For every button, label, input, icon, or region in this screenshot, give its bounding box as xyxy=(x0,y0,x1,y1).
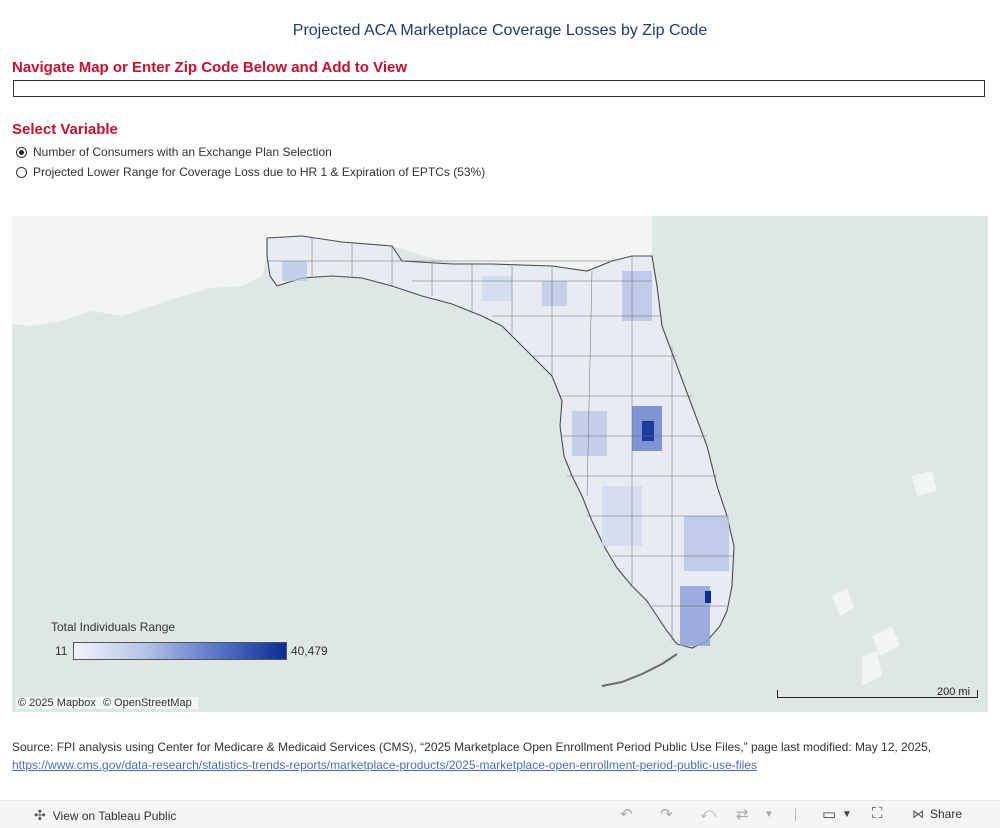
legend-color-bar xyxy=(73,642,287,660)
land-us-south xyxy=(12,216,652,326)
land-bahamas xyxy=(832,471,937,656)
zip-region-jacksonville[interactable] xyxy=(622,271,652,321)
osm-attribution[interactable]: © OpenStreetMap xyxy=(102,697,192,709)
scale-label: 200 mi xyxy=(937,686,971,698)
zip-region-tallahassee[interactable] xyxy=(482,276,512,301)
toolbar-divider xyxy=(795,808,796,821)
view-on-tableau-label: View on Tableau Public xyxy=(52,808,177,823)
source-link[interactable]: https://www.cms.gov/data-research/statis… xyxy=(12,758,757,772)
zip-region-north-central[interactable] xyxy=(542,281,567,306)
legend-title: Total Individuals Range xyxy=(51,620,176,634)
tableau-icon: ✣ xyxy=(34,807,46,823)
share-button[interactable]: ⋈ Share xyxy=(912,807,962,821)
radio-unselected-icon[interactable] xyxy=(16,166,27,178)
variable-option-label: Number of Consumers with an Exchange Pla… xyxy=(33,145,332,159)
select-variable-label: Select Variable xyxy=(12,121,118,138)
page-title: Projected ACA Marketplace Coverage Losse… xyxy=(292,22,708,39)
download-chevron-icon[interactable]: ▼ xyxy=(842,809,852,820)
view-on-tableau-button[interactable]: ✣ View on Tableau Public xyxy=(34,807,176,824)
chevron-down-icon[interactable]: ▼ xyxy=(764,809,774,820)
zip-region-tampa[interactable] xyxy=(572,411,607,456)
refresh-icon[interactable]: ⇄ xyxy=(736,806,749,823)
map-canvas[interactable] xyxy=(12,216,988,712)
variable-option-label: Projected Lower Range for Coverage Loss … xyxy=(33,165,486,179)
zip-boundaries xyxy=(267,238,734,641)
revert-icon[interactable]: ⤺ xyxy=(700,805,717,822)
land-bahamas-south xyxy=(862,651,882,686)
zip-region-palm-beach[interactable] xyxy=(684,516,729,571)
zip-nav-label: Navigate Map or Enter Zip Code Below and… xyxy=(12,59,408,76)
legend-max: 40,479 xyxy=(291,644,328,658)
zip-code-map[interactable]: Total Individuals Range 11 40,479 © 2025… xyxy=(12,216,988,712)
tableau-toolbar: ✣ View on Tableau Public ↶ ↷ ⤺ ⇄ ▼ ▭ ▼ ⛶… xyxy=(0,800,1000,828)
zip-code-input[interactable] xyxy=(13,80,985,97)
radio-selected-icon[interactable] xyxy=(16,146,27,158)
zip-region-pensacola[interactable] xyxy=(282,261,307,281)
source-text: Source: FPI analysis using Center for Me… xyxy=(12,740,932,754)
zip-region-orlando-core[interactable] xyxy=(642,421,654,441)
zip-region-miami-core[interactable] xyxy=(705,591,711,603)
map-attribution: © 2025 Mapbox © OpenStreetMap xyxy=(16,697,198,709)
florida-keys xyxy=(601,653,678,687)
variable-option-consumers[interactable]: Number of Consumers with an Exchange Pla… xyxy=(16,145,332,159)
legend-min: 11 xyxy=(55,644,68,658)
share-icon: ⋈ xyxy=(912,807,924,821)
share-label: Share xyxy=(930,807,963,821)
source-note: Source: FPI analysis using Center for Me… xyxy=(12,738,992,774)
download-icon[interactable]: ▭ xyxy=(822,806,837,823)
redo-icon[interactable]: ↷ xyxy=(660,806,673,823)
scale-bar xyxy=(777,690,978,698)
mapbox-attribution[interactable]: © 2025 Mapbox xyxy=(18,697,96,709)
variable-option-coverage-loss[interactable]: Projected Lower Range for Coverage Loss … xyxy=(16,165,485,179)
fullscreen-icon[interactable]: ⛶ xyxy=(872,805,883,822)
undo-icon[interactable]: ↶ xyxy=(620,806,633,823)
zip-regions[interactable] xyxy=(282,261,729,646)
